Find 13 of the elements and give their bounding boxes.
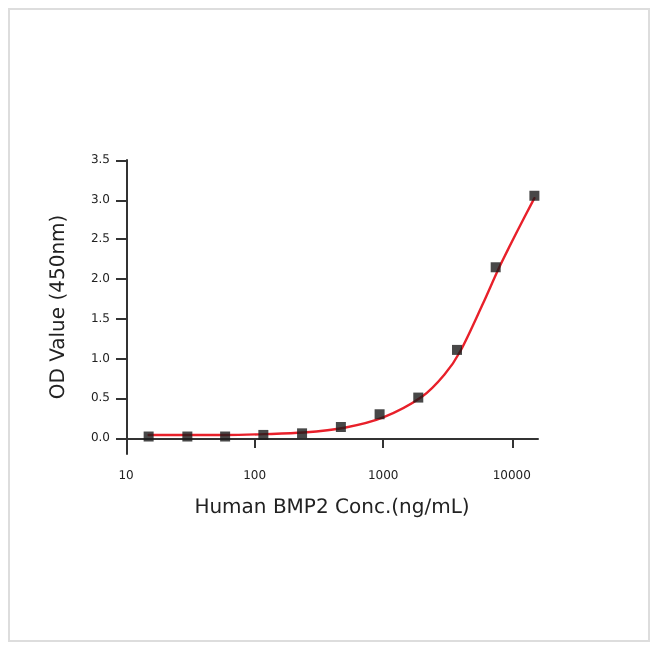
point xyxy=(374,409,385,420)
point xyxy=(258,429,269,440)
point xyxy=(335,421,346,432)
point xyxy=(451,344,462,355)
x-axis-title: Human BMP2 Conc.(ng/mL) xyxy=(194,497,470,519)
point xyxy=(413,392,424,403)
point xyxy=(490,262,501,273)
y-axis-title: OD Value (450nm) xyxy=(48,214,71,400)
point xyxy=(182,431,193,442)
point xyxy=(297,428,308,439)
point xyxy=(220,431,231,442)
point xyxy=(143,431,154,442)
point xyxy=(529,190,540,201)
